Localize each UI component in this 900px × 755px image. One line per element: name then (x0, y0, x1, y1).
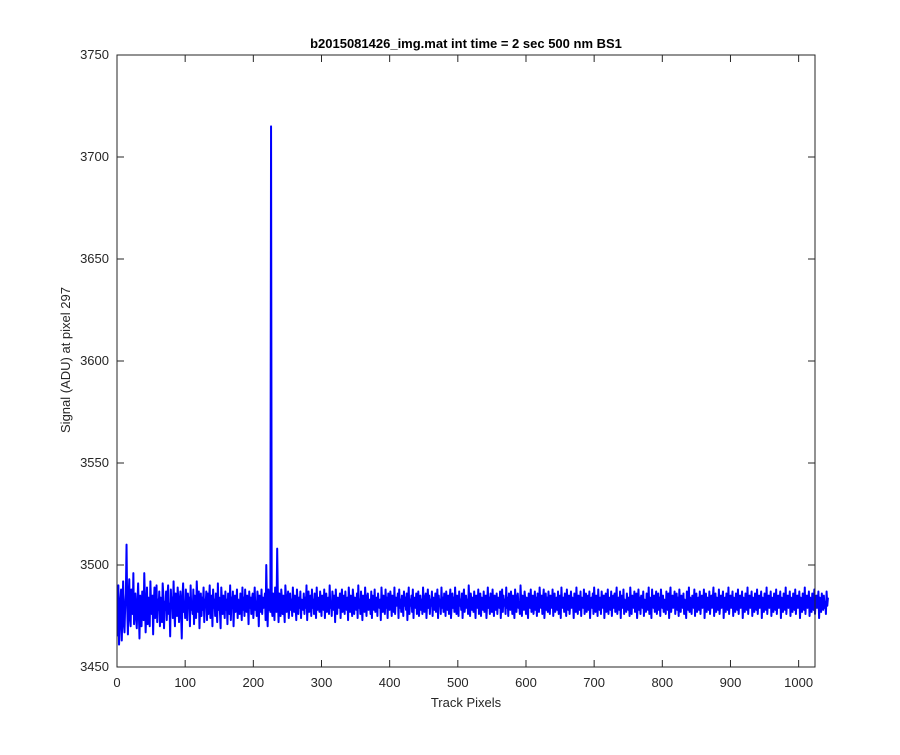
x-tick-label: 700 (583, 675, 605, 690)
data-layer (116, 125, 829, 646)
x-tick-label: 300 (311, 675, 333, 690)
y-tick-label: 3650 (80, 251, 109, 266)
x-tick-label: 800 (651, 675, 673, 690)
y-tick-label: 3700 (80, 149, 109, 164)
y-axis: 3450 3500 3550 3600 3650 3700 3750 (80, 47, 815, 674)
y-tick-label: 3750 (80, 47, 109, 62)
x-tick-label: 1000 (784, 675, 813, 690)
y-tick-label: 3450 (80, 659, 109, 674)
x-tick-label: 0 (113, 675, 120, 690)
x-tick-label: 900 (720, 675, 742, 690)
x-tick-label: 400 (379, 675, 401, 690)
x-axis-title: Track Pixels (431, 695, 502, 710)
data-series-line (116, 125, 829, 646)
y-axis-title: Signal (ADU) at pixel 297 (58, 287, 73, 433)
y-tick-label: 3550 (80, 455, 109, 470)
x-tick-label: 200 (242, 675, 264, 690)
x-tick-label: 600 (515, 675, 537, 690)
x-tick-label: 100 (174, 675, 196, 690)
x-tick-label: 500 (447, 675, 469, 690)
y-tick-label: 3600 (80, 353, 109, 368)
chart-title: b2015081426_img.mat int time = 2 sec 500… (310, 36, 622, 51)
y-tick-label: 3500 (80, 557, 109, 572)
x-axis: 0 100 200 300 400 500 600 700 800 900 1000 (113, 55, 813, 690)
